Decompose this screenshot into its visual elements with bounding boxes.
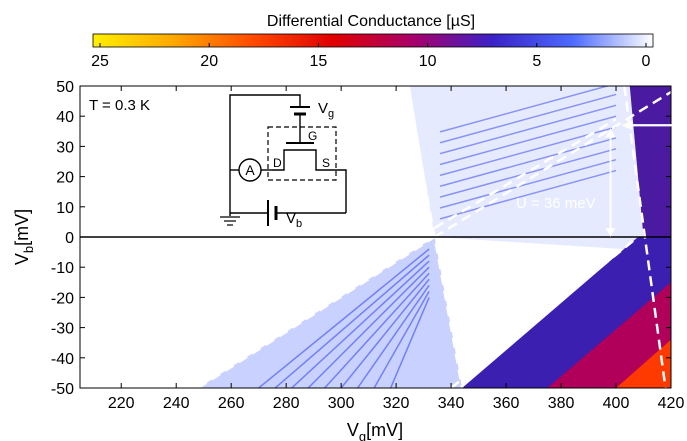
x-tick-label: 420 <box>658 395 685 412</box>
colorbar-gradient <box>92 33 654 48</box>
temperature-label: T = 0.3 K <box>89 97 150 114</box>
conductance-streak <box>439 158 617 209</box>
right-edge-region <box>629 86 671 237</box>
conductance-streak <box>439 104 617 155</box>
diamond-boundary-line <box>197 235 436 388</box>
source-label: S <box>322 156 330 170</box>
x-tick-label: 260 <box>218 395 245 412</box>
colorbar-tick-label: 10 <box>419 53 437 70</box>
conductance-streak <box>324 272 430 388</box>
drain-label: D <box>273 156 282 170</box>
y-tick-label: 50 <box>56 79 74 96</box>
circuit-wire-top <box>229 94 301 160</box>
pointer-arrowhead <box>621 120 633 131</box>
y-axis-label: Vb[mV] <box>12 209 36 265</box>
conductance-streak <box>439 93 617 144</box>
heatmap-regions <box>198 86 671 388</box>
x-tick-label: 280 <box>273 395 300 412</box>
x-tick-label: 380 <box>548 395 575 412</box>
conductance-streak <box>439 169 617 220</box>
x-axis-label: Vg[mV] <box>347 420 403 441</box>
circuit-labels: A G D S Vg Vb <box>245 100 334 230</box>
y-tick-label: -30 <box>51 321 74 338</box>
y-tick-label: -50 <box>51 381 74 398</box>
conductance-streak <box>357 284 430 388</box>
conductance-streak <box>373 290 430 388</box>
conductance-streak <box>258 248 430 388</box>
y-tick-label: 10 <box>56 200 74 217</box>
ammeter-label: A <box>245 162 255 178</box>
x-tick-label: 360 <box>493 395 520 412</box>
x-tick-label: 340 <box>438 395 465 412</box>
circuit-inset <box>220 94 347 226</box>
x-tick-label: 320 <box>383 395 410 412</box>
gate-label: G <box>308 129 317 143</box>
y-tick-label: -20 <box>51 290 74 307</box>
y-tick-label: 20 <box>56 170 74 187</box>
y-tick-label: -10 <box>51 260 74 277</box>
diamond-boundary-line <box>433 118 617 230</box>
x-tick-label: 400 <box>603 395 630 412</box>
annotation-arrows <box>605 120 676 237</box>
device-dashed-box <box>267 126 337 181</box>
conductance-streak <box>439 86 611 133</box>
x-tick-label: 220 <box>108 395 135 412</box>
colorbar-title: Differential Conductance [µS] <box>267 13 475 30</box>
conductance-streak <box>307 266 430 388</box>
conductance-streak <box>291 260 430 388</box>
colorbar-tick-label: 25 <box>91 53 109 70</box>
y-axis-ticks: 50 40 30 20 10 0 -10 -20 -30 -40 -50 <box>51 79 671 398</box>
conductance-streak <box>274 254 430 388</box>
conductance-streak <box>439 126 617 177</box>
x-axis-ticks: 220 240 260 280 300 320 340 360 380 400 420 <box>108 86 685 412</box>
colorbar: Differential Conductance [µS] 25 20 15 10 5 0 <box>91 13 654 70</box>
arrowhead-up <box>605 128 616 138</box>
conductance-streak <box>389 297 430 388</box>
colorbar-tick-label: 15 <box>310 53 328 70</box>
vb-label: Vb <box>286 210 302 230</box>
y-tick-label: 30 <box>56 139 74 156</box>
colorbar-tick-label: 0 <box>642 53 651 70</box>
diamond-boundary-line <box>450 236 639 388</box>
charging-energy-label: U = 36 meV <box>516 195 596 212</box>
conductance-streak <box>439 137 617 187</box>
diamond-boundaries <box>197 86 671 388</box>
peak-conductance-region <box>616 339 671 388</box>
conductance-streak <box>439 115 617 166</box>
y-tick-label: 0 <box>65 230 74 247</box>
conductance-streak <box>439 148 617 198</box>
transistor-channel <box>272 149 347 213</box>
colorbar-tick-label: 20 <box>200 53 218 70</box>
x-tick-label: 240 <box>163 395 190 412</box>
colorbar-ticks: 25 20 15 10 5 0 <box>91 43 651 70</box>
y-tick-label: -40 <box>51 351 74 368</box>
y-tick-label: 40 <box>56 109 74 126</box>
diamond-boundary-line <box>433 90 671 239</box>
conductance-streak <box>340 278 430 388</box>
x-tick-label: 300 <box>328 395 355 412</box>
colorbar-tick-label: 5 <box>532 53 541 70</box>
high-conductance-region <box>547 282 671 388</box>
vg-label: Vg <box>318 100 334 120</box>
arrowhead-down <box>605 228 616 237</box>
heatmap-plot: 220 240 260 280 300 320 340 360 380 400 420 504030… <box>51 79 685 412</box>
